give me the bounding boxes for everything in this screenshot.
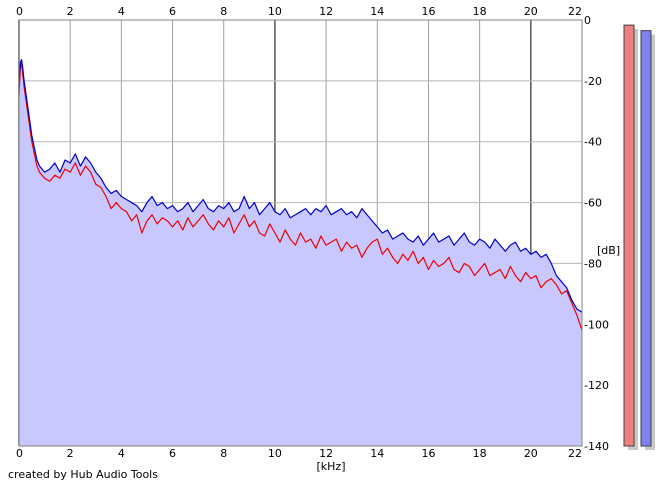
y-axis-label: [dB]: [597, 244, 620, 257]
y-tick-label: 0: [584, 14, 591, 27]
x-tick-label-top: 6: [169, 5, 176, 18]
y-tick-label: -80: [584, 257, 602, 270]
x-axis-label: [kHz]: [317, 460, 346, 473]
y-tick-label: -60: [584, 197, 602, 210]
left-channel-line: [18, 62, 583, 331]
x-tick-label-bottom: 6: [169, 447, 176, 460]
y-tick-label: -40: [584, 136, 602, 149]
x-tick-label-top: 0: [16, 5, 23, 18]
tick-label-layer: 002244668810101212141416161818202022220-…: [16, 5, 609, 460]
x-tick-label-top: 10: [268, 5, 282, 18]
x-tick-label-bottom: 18: [473, 447, 487, 460]
y-tick-label: -120: [584, 379, 609, 392]
x-tick-label-bottom: 2: [67, 447, 74, 460]
series-layer: [18, 58, 583, 331]
x-tick-label-top: 2: [67, 5, 74, 18]
x-tick-label-top: 8: [220, 5, 227, 18]
credit-text: created by Hub Audio Tools: [8, 468, 158, 481]
level-meter: [623, 24, 655, 451]
y-tick-label: -20: [584, 75, 602, 88]
x-tick-label-top: 20: [524, 5, 538, 18]
x-tick-label-bottom: 12: [319, 447, 333, 460]
y-tick-label: -100: [584, 318, 609, 331]
y-tick-label: -140: [584, 440, 609, 453]
x-tick-label-top: 16: [421, 5, 435, 18]
x-tick-label-bottom: 0: [16, 447, 23, 460]
x-tick-label-bottom: 10: [268, 447, 282, 460]
left-level-bar: [623, 24, 635, 447]
spectrum-fill-area: [19, 59, 582, 447]
x-tick-label-bottom: 4: [118, 447, 125, 460]
x-tick-label-top: 14: [370, 5, 384, 18]
x-tick-label-bottom: 20: [524, 447, 538, 460]
x-tick-label-top: 18: [473, 5, 487, 18]
x-tick-label-top: 22: [568, 5, 582, 18]
area-layer: [19, 59, 582, 447]
right-channel-line: [18, 58, 583, 313]
plot-frame: [18, 19, 583, 447]
x-tick-label-bottom: 16: [421, 447, 435, 460]
x-tick-label-bottom: 22: [568, 447, 582, 460]
x-tick-label-top: 12: [319, 5, 333, 18]
x-tick-label-bottom: 8: [220, 447, 227, 460]
right-level-bar: [640, 30, 652, 447]
x-tick-label-top: 4: [118, 5, 125, 18]
x-tick-label-bottom: 14: [370, 447, 384, 460]
